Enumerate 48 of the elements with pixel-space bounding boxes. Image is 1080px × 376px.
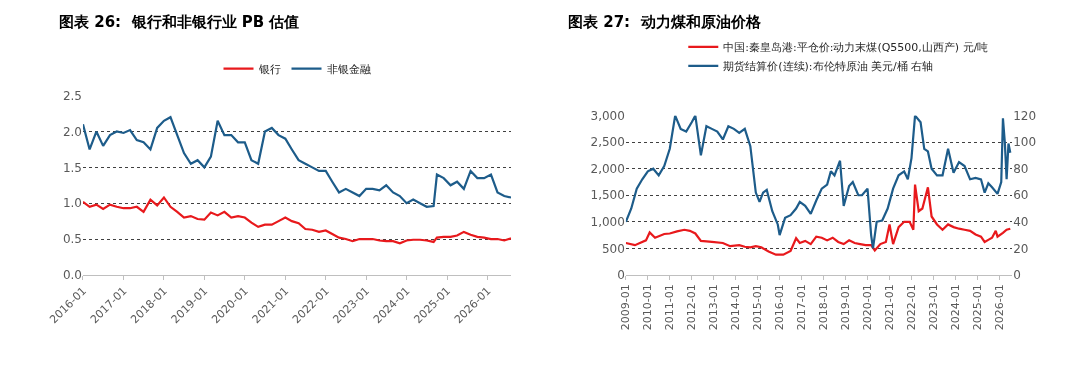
y-tick-label: 2.5 — [62, 88, 82, 103]
x-tick-label: 2012-01 — [685, 284, 699, 331]
y2-tick-label: 120 — [1013, 108, 1037, 123]
line-series — [625, 183, 1012, 256]
x-tick-label: 2010-01 — [641, 284, 655, 331]
x-tick-label: 2023-01 — [927, 284, 941, 331]
y2-tick-label: 0 — [1013, 268, 1021, 283]
chart-title: 图表 26: 银行和非银行业 PB 估值 — [59, 13, 300, 31]
legend-label: 中国:秦皇岛港:平仓价:动力末煤(Q5500,山西产) 元/吨 — [723, 41, 989, 55]
y-tick-label: 0.5 — [62, 232, 82, 247]
x-tick-label: 2015-01 — [751, 284, 765, 331]
x-tick-label: 2025-01 — [971, 284, 985, 331]
legend-label: 非银金融 — [326, 62, 371, 76]
y-tick-label: 0.0 — [62, 268, 82, 283]
x-tick-label: 2017-01 — [795, 284, 809, 331]
x-tick-label: 2021-01 — [883, 284, 897, 331]
y-tick-label: 2,000 — [590, 161, 625, 176]
y-tick-label: 2,500 — [590, 135, 625, 150]
x-tick-label: 2011-01 — [663, 284, 677, 331]
y2-tick-label: 80 — [1013, 161, 1029, 176]
y-tick-label: 2.0 — [62, 124, 82, 139]
y-tick-label: 3,000 — [590, 108, 625, 123]
x-tick-label: 2020-01 — [861, 284, 875, 331]
x-tick-label: 2016-01 — [773, 284, 787, 331]
chart-title: 图表 27: 动力煤和原油价格 — [568, 13, 762, 31]
y-tick-label: 500 — [601, 241, 625, 256]
x-tick-label: 2019-01 — [839, 284, 853, 331]
line-series — [625, 115, 1012, 250]
y-tick-label: 1,500 — [590, 188, 625, 203]
y-tick-label: 0 — [617, 268, 625, 283]
x-tick-label: 2009-01 — [619, 284, 633, 331]
y2-tick-label: 100 — [1013, 135, 1037, 150]
y-tick-label: 1,000 — [590, 214, 625, 229]
legend-label: 银行 — [257, 62, 281, 76]
x-tick-label: 2018-01 — [817, 284, 831, 331]
line-series — [82, 196, 512, 245]
line-series — [82, 116, 512, 208]
x-tick-label: 2013-01 — [707, 284, 721, 331]
legend-label: 期货结算价(连续):布伦特原油 美元/桶 右轴 — [723, 60, 934, 74]
y2-tick-label: 40 — [1013, 214, 1029, 229]
y2-tick-label: 20 — [1013, 241, 1029, 256]
x-tick-label: 2024-01 — [948, 284, 962, 331]
x-tick-label: 2026-01 — [992, 284, 1006, 331]
y-tick-label: 1.0 — [62, 196, 82, 211]
y2-tick-label: 60 — [1013, 188, 1029, 203]
x-tick-label: 2014-01 — [729, 284, 743, 331]
y-tick-label: 1.5 — [62, 160, 82, 175]
x-tick-label: 2022-01 — [905, 284, 919, 331]
